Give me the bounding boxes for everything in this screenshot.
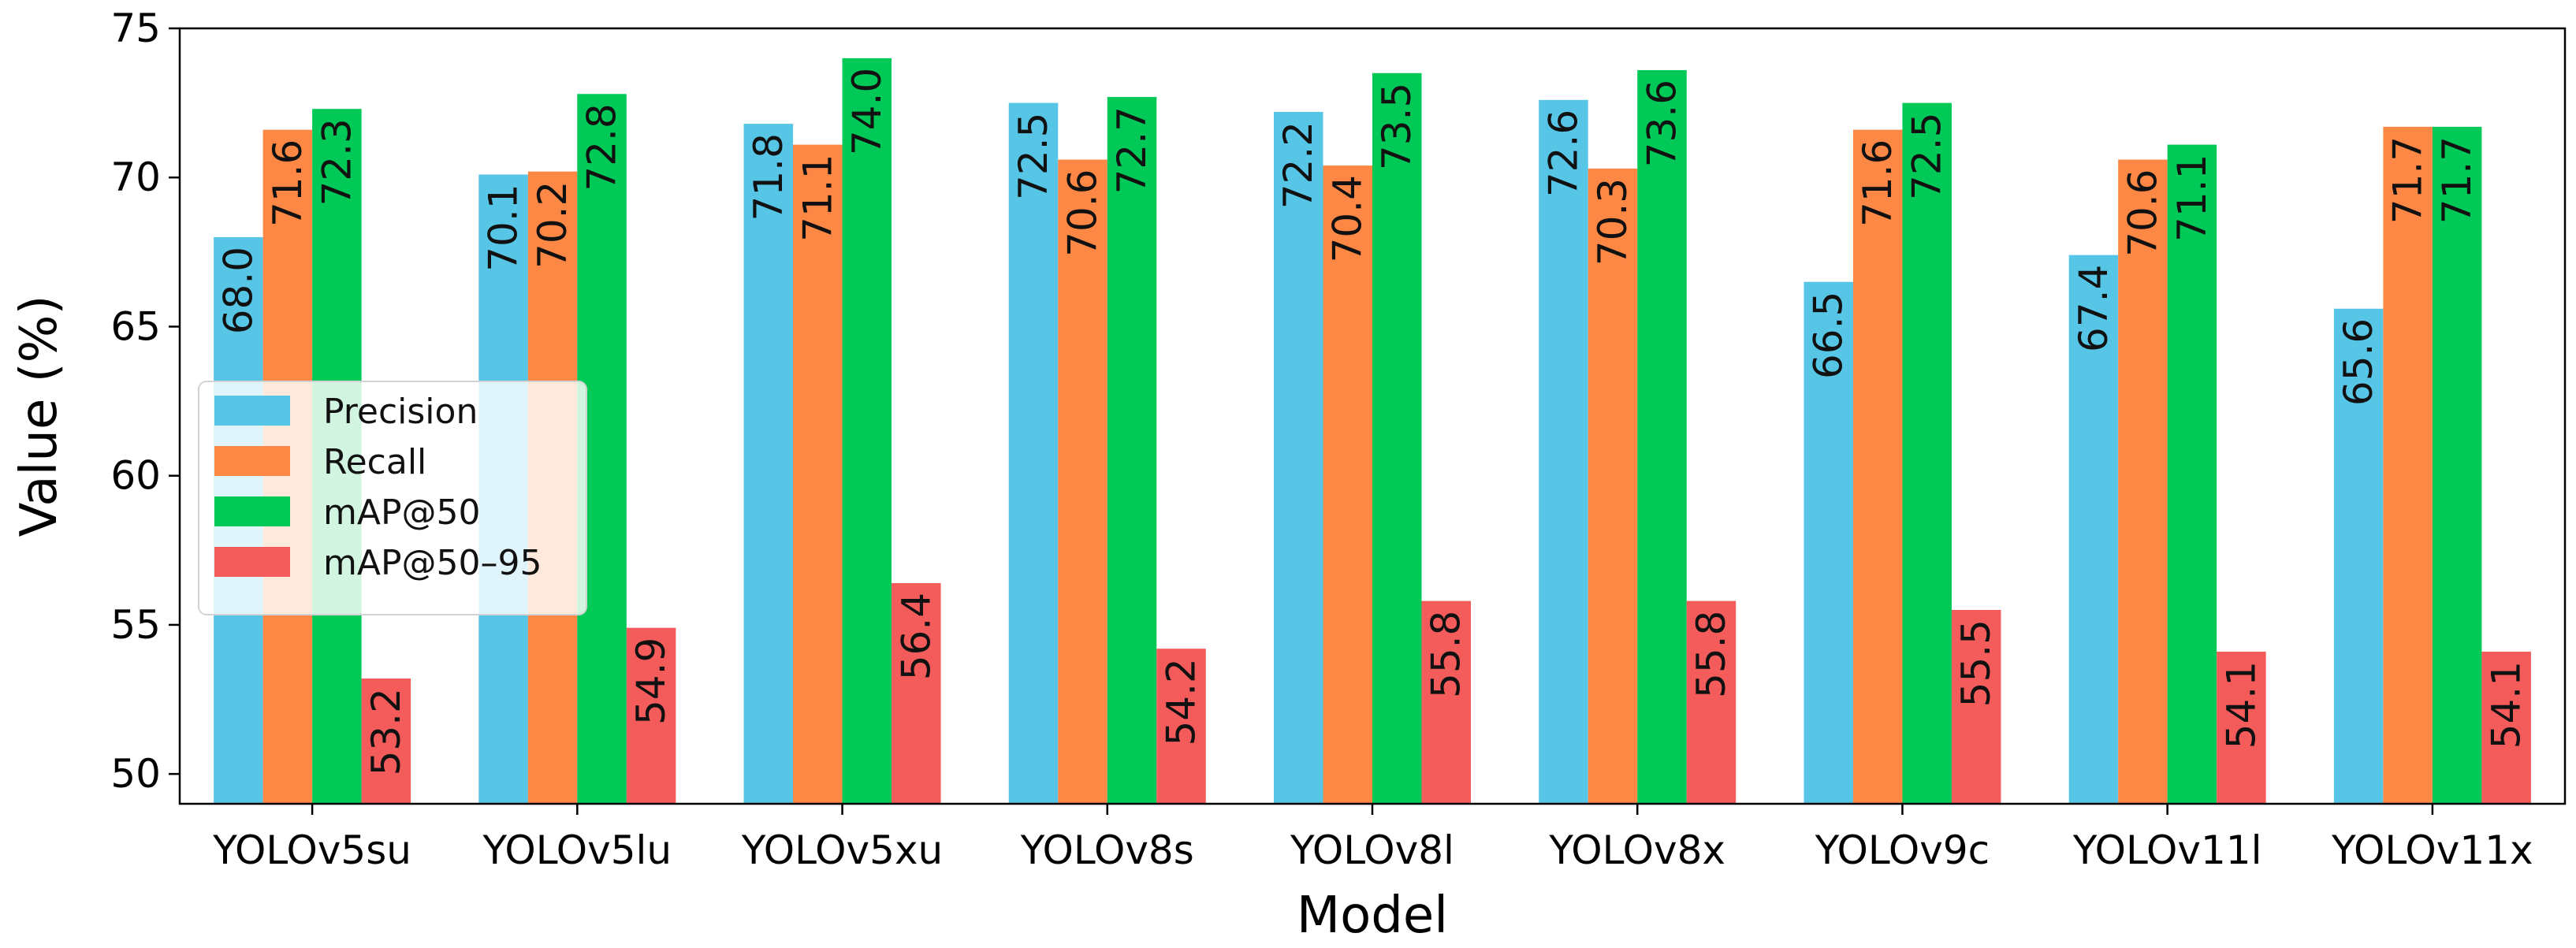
data-labels-layer: 68.071.6 72.353.270.1 70.272.854.971.8 71.1… — [215, 68, 2529, 776]
data-label: 70.2 — [530, 181, 575, 269]
y-tick-label: 60 — [110, 453, 161, 499]
data-label: 54.1 — [2218, 661, 2264, 749]
bar — [793, 144, 843, 805]
data-label: 70.4 — [1325, 175, 1371, 262]
legend-label: mAP@50–95 — [323, 543, 542, 583]
legend: Precision Recall mAP@50 mAP@50–95 — [198, 381, 587, 615]
bar — [2432, 126, 2482, 804]
data-label: 72.5 — [1904, 113, 1950, 200]
data-label: 72.2 — [1275, 121, 1321, 209]
data-label: 70.6 — [1060, 169, 1106, 257]
x-tick-label: YOLOv11l — [2072, 827, 2262, 873]
bar — [1902, 102, 1952, 805]
bar — [361, 678, 411, 804]
data-label: 72.6 — [1540, 110, 1586, 197]
y-tick-label: 55 — [110, 602, 161, 648]
bar — [892, 582, 941, 804]
x-tick-label: YOLOv5su — [212, 827, 411, 873]
data-label: 74.0 — [844, 68, 890, 155]
bar — [1637, 69, 1687, 804]
bar — [1107, 97, 1157, 805]
bar — [1852, 129, 1903, 804]
data-label: 71.7 — [2385, 136, 2431, 224]
data-label: 54.9 — [628, 638, 674, 725]
y-tick-label: 50 — [110, 751, 161, 797]
data-label: 73.5 — [1374, 83, 1420, 170]
data-label: 68.0 — [215, 247, 261, 334]
x-tick-label: YOLOv8x — [1548, 827, 1725, 873]
bar — [2068, 255, 2119, 805]
data-label: 71.7 — [2434, 136, 2480, 224]
data-label: 55.8 — [1424, 611, 1469, 698]
data-label: 65.6 — [2336, 318, 2381, 406]
data-label: 71.8 — [746, 133, 791, 221]
data-label: 55.5 — [1953, 619, 1999, 707]
bar — [626, 627, 676, 804]
bar — [1008, 102, 1059, 805]
bar — [2217, 651, 2266, 804]
x-tick-label: YOLOv5lu — [482, 827, 672, 873]
bar — [1539, 99, 1588, 805]
data-label: 72.8 — [579, 103, 625, 191]
legend-label: mAP@50 — [323, 493, 480, 533]
bar — [2383, 126, 2433, 804]
bar — [743, 124, 794, 805]
legend-box — [198, 381, 587, 615]
data-label: 70.3 — [1590, 178, 1636, 266]
bar — [1421, 600, 1471, 804]
legend-label: Recall — [323, 442, 426, 482]
y-tick-label: 65 — [110, 303, 161, 349]
x-tick-label: YOLOv5xu — [741, 827, 943, 873]
data-label: 71.1 — [2169, 154, 2215, 242]
data-label: 71.6 — [1855, 139, 1900, 227]
bar — [1686, 600, 1737, 804]
data-label: 55.8 — [1688, 611, 1734, 698]
bars-layer — [214, 58, 2531, 805]
x-axis-title: Model — [1297, 887, 1448, 945]
legend-swatch — [214, 496, 290, 526]
bar — [2167, 144, 2217, 805]
data-label: 54.1 — [2484, 661, 2529, 749]
y-tick-label: 75 — [110, 6, 161, 51]
bar — [1058, 159, 1107, 804]
bar — [2118, 159, 2168, 804]
legend-swatch — [214, 396, 290, 426]
bar — [1951, 610, 2001, 804]
y-axis: 50 55 60 65 70 75 — [110, 6, 180, 797]
y-tick-label: 70 — [110, 154, 161, 200]
x-tick-label: YOLOv8l — [1290, 827, 1454, 873]
x-tick-label: YOLOv9c — [1815, 827, 1990, 873]
bar — [2481, 651, 2531, 804]
data-label: 66.5 — [1806, 292, 1852, 379]
data-label: 70.6 — [2120, 169, 2165, 257]
legend-swatch — [214, 446, 290, 476]
data-label: 72.7 — [1109, 106, 1155, 194]
data-label: 71.6 — [265, 139, 311, 227]
legend-swatch — [214, 547, 290, 577]
bar — [1804, 281, 1853, 804]
x-axis: YOLOv5su YOLOv5lu YOLOv5xu YOLOv8s YOLOv8l YO… — [212, 804, 2533, 873]
bar — [1372, 72, 1422, 805]
x-tick-label: YOLOv8s — [1020, 827, 1194, 873]
x-tick-label: YOLOv11x — [2331, 827, 2533, 873]
data-label: 54.2 — [1159, 658, 1204, 745]
bar — [1156, 649, 1206, 804]
data-label: 72.3 — [314, 118, 359, 206]
plot-frame — [178, 27, 2567, 805]
data-label: 72.5 — [1011, 113, 1056, 200]
bar — [1274, 111, 1323, 804]
bar — [2333, 308, 2384, 804]
data-label: 73.6 — [1639, 80, 1684, 167]
bar — [1588, 168, 1638, 804]
data-label: 67.4 — [2071, 265, 2116, 352]
data-label: 56.4 — [893, 593, 939, 680]
data-label: 53.2 — [363, 688, 409, 775]
data-label: 71.1 — [795, 154, 840, 242]
data-label: 70.1 — [481, 184, 527, 271]
bar — [842, 58, 892, 805]
y-axis-title: Value (%) — [10, 296, 69, 537]
bar — [1323, 165, 1372, 805]
legend-label: Precision — [323, 392, 478, 432]
